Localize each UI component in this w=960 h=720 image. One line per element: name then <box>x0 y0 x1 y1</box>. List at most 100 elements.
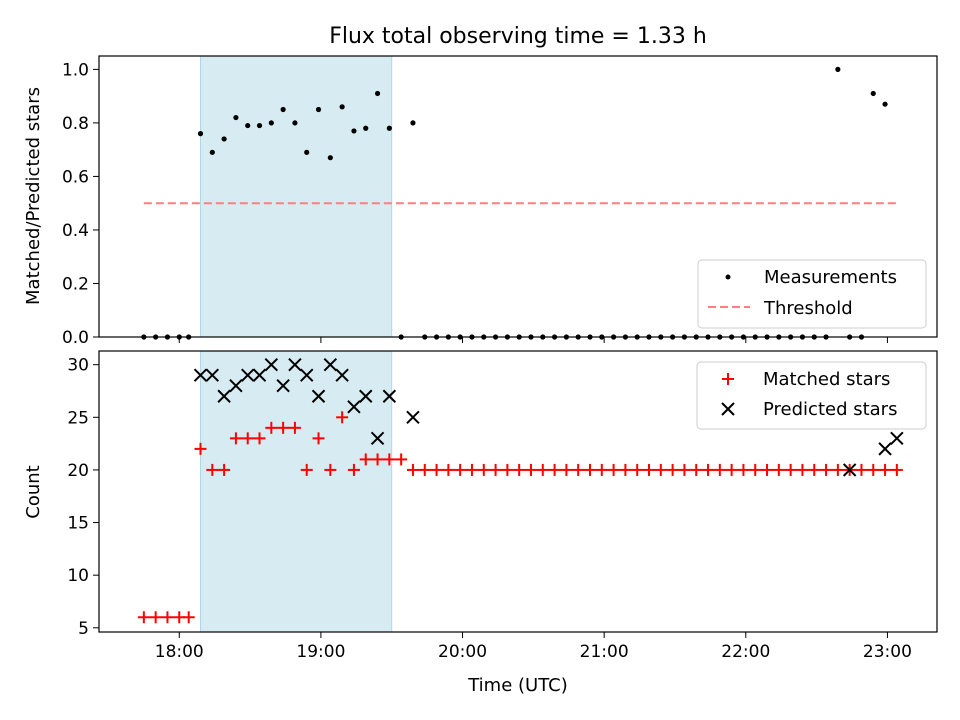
matched-stars-point <box>347 463 360 476</box>
measurements-point <box>363 125 369 131</box>
predicted-stars-point <box>241 368 255 382</box>
matched-stars-point <box>418 463 431 476</box>
x-tick-label: 23:00 <box>863 642 912 662</box>
y-tick-label: 25 <box>67 408 89 428</box>
matched-stars-point <box>206 463 219 476</box>
matched-stars-point <box>430 463 443 476</box>
matched-stars-point <box>406 463 419 476</box>
matched-stars-point <box>149 611 162 624</box>
top-panel-ylabel: Matched/Predicted stars <box>23 87 44 305</box>
measurements-point <box>327 155 333 161</box>
chart-title: Flux total observing time = 1.33 h <box>329 24 707 49</box>
matched-stars-point <box>595 463 608 476</box>
predicted-stars-point <box>264 357 279 372</box>
x-tick-label: 18:00 <box>155 642 204 662</box>
bottom-panel-x-ticks: 18:00 19:00 20:00 21:00 22:00 23:00 <box>155 632 912 662</box>
predicted-stars-point <box>311 389 326 403</box>
predicted-stars-point <box>406 410 420 425</box>
matched-stars-point <box>241 432 254 445</box>
matched-stars-point <box>194 442 207 455</box>
predicted-stars-point <box>323 357 338 372</box>
matched-stars-point <box>395 453 408 466</box>
legend-box <box>697 259 927 329</box>
matched-stars-point <box>772 463 785 476</box>
bottom-panel-y-ticks: 5 10 15 20 25 30 <box>67 356 99 639</box>
predicted-stars-point <box>193 368 208 382</box>
predicted-stars-point <box>878 442 892 456</box>
y-tick-label: 20 <box>67 461 89 481</box>
measurements-point <box>209 149 215 155</box>
matched-stars-point <box>867 463 880 476</box>
y-tick-label: 30 <box>67 356 89 376</box>
x-axis-label: Time (UTC) <box>467 675 568 696</box>
matched-stars-point <box>749 463 762 476</box>
measurements-point <box>386 125 392 131</box>
matched-stars-point <box>820 463 833 476</box>
predicted-stars-point <box>359 389 373 403</box>
matched-stars-point <box>513 463 526 476</box>
matched-stars-point <box>796 463 809 476</box>
matched-stars-point <box>536 463 549 476</box>
measurements-point <box>870 90 876 97</box>
matched-stars-point <box>324 463 337 476</box>
matched-stars-point <box>725 463 738 476</box>
matched-stars-point <box>229 432 242 445</box>
measurements-point <box>315 106 322 113</box>
matched-stars-point <box>607 463 620 476</box>
matched-stars-point <box>890 463 903 476</box>
measurements-point <box>835 66 841 72</box>
matched-stars-point <box>137 611 150 624</box>
measurements-point <box>351 128 357 134</box>
matched-stars-point <box>654 463 667 476</box>
matched-stars-point <box>336 411 349 424</box>
bottom-panel-ylabel: Count <box>23 465 44 518</box>
x-tick-label: 22:00 <box>721 642 770 662</box>
matched-stars-point <box>300 463 313 476</box>
predicted-stars-point <box>370 431 385 446</box>
x-tick-label: 20:00 <box>438 642 487 662</box>
y-tick-label: 15 <box>67 514 89 534</box>
top-panel: 0.0 0.2 0.4 0.6 0.8 1.0 Matched/Predicted sta… <box>23 55 938 348</box>
predicted-stars-point <box>300 368 314 382</box>
matched-stars-point <box>524 463 537 476</box>
predicted-stars-point <box>347 400 361 414</box>
y-tick-label: 5 <box>78 619 89 639</box>
matched-stars-point <box>312 432 325 445</box>
matched-stars-point <box>761 463 774 476</box>
predicted-stars-point <box>288 357 302 372</box>
matched-stars-point <box>808 463 821 476</box>
matched-stars-point <box>489 463 502 476</box>
measurements-point <box>292 120 298 126</box>
measurements-point <box>882 101 888 107</box>
matched-stars-point <box>288 421 301 434</box>
legend-marker-measurements <box>725 274 731 280</box>
matched-stars-point <box>501 463 514 476</box>
measurements-point <box>374 90 381 97</box>
x-tick-label: 19:00 <box>296 642 345 662</box>
matched-stars-point <box>465 463 478 476</box>
matched-stars-point <box>359 453 372 466</box>
matched-stars-point <box>619 463 632 476</box>
matched-stars-point <box>572 463 585 476</box>
shaded-interval <box>200 55 393 338</box>
predicted-stars-point <box>890 431 904 446</box>
y-tick-label: 0.4 <box>62 221 89 241</box>
predicted-stars-point <box>382 389 397 403</box>
y-tick-label: 0.2 <box>62 274 89 294</box>
matched-stars-point <box>277 421 290 434</box>
matched-stars-point <box>690 463 703 476</box>
predicted-stars-point <box>205 368 220 382</box>
measurements-point <box>245 122 251 129</box>
bottom-panel-shaded-interval <box>200 350 393 633</box>
measurements-point <box>280 106 286 113</box>
predicted-stars-point <box>229 379 243 393</box>
matched-stars-point <box>879 463 892 476</box>
matched-stars-point <box>548 463 561 476</box>
matched-stars-point <box>454 463 467 476</box>
y-tick-label: 1.0 <box>62 60 89 80</box>
y-tick-label: 0.8 <box>62 114 89 134</box>
bottom-panel: 5 10 15 20 25 30 18:00 19:00 20:00 21:00 22:00 23:… <box>23 350 938 662</box>
legend-marker-predicted-stars <box>721 402 735 416</box>
matched-stars-point <box>265 421 278 434</box>
legend-label-threshold: Threshold <box>763 298 853 319</box>
